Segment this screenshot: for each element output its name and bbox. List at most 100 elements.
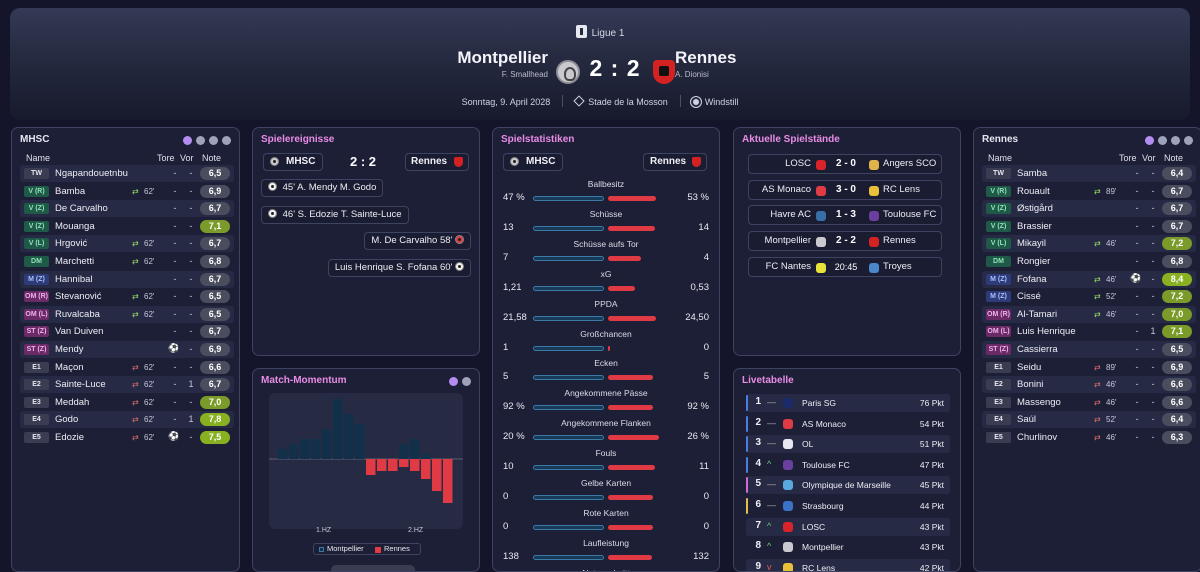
momentum-action-button[interactable] bbox=[331, 565, 415, 571]
player-name[interactable]: Rongier bbox=[1017, 256, 1051, 267]
player-name[interactable]: Sainte-Luce bbox=[55, 379, 106, 391]
events-home-team[interactable]: MHSC bbox=[263, 153, 323, 171]
player-row[interactable]: V (Z) Brassier - -6,7 bbox=[982, 218, 1196, 235]
player-row[interactable]: E3 Meddah ⇄ 62' - -7,0 bbox=[20, 394, 234, 411]
player-name[interactable]: Cissé bbox=[1017, 291, 1041, 303]
player-row[interactable]: ST (Z) Cassierra - -6,5 bbox=[982, 341, 1196, 358]
player-name[interactable]: Fofana bbox=[1017, 273, 1047, 285]
player-row[interactable]: DM Marchetti ⇄ 62' - -6,8 bbox=[20, 253, 234, 270]
home-team-info[interactable]: Montpellier F. Smallhead bbox=[457, 48, 548, 79]
live-away-team[interactable]: Rennes bbox=[883, 235, 916, 247]
player-row[interactable]: E4 Saúl ⇄ 52' - -6,4 bbox=[982, 411, 1196, 429]
player-row[interactable]: E5 Churlinov ⇄ 46' - -6,3 bbox=[982, 429, 1196, 446]
player-row[interactable]: ST (Z) Van Duiven - -6,7 bbox=[20, 323, 234, 340]
player-name[interactable]: Østigård bbox=[1017, 203, 1053, 215]
player-row[interactable]: E4 Godo ⇄ 62' -1 7,8 bbox=[20, 411, 234, 429]
player-name[interactable]: Stevanović bbox=[55, 291, 102, 303]
live-game-row[interactable]: LOSC 2 - 0 Angers SCO bbox=[748, 154, 942, 174]
player-name[interactable]: Hannibal bbox=[55, 273, 93, 285]
player-name[interactable]: Brassier bbox=[1017, 220, 1052, 232]
event-scorer[interactable]: A. Mendy bbox=[297, 182, 340, 193]
pager-dot[interactable] bbox=[449, 377, 458, 386]
player-name[interactable]: Churlinov bbox=[1017, 432, 1058, 443]
table-team-name[interactable]: AS Monaco bbox=[802, 418, 846, 429]
player-name[interactable]: Al-Tamari bbox=[1017, 308, 1058, 320]
player-name[interactable]: Meddah bbox=[55, 396, 90, 408]
events-away-team[interactable]: Rennes bbox=[405, 153, 469, 171]
player-name[interactable]: Godo bbox=[55, 414, 79, 426]
player-row[interactable]: V (L) Hrgović ⇄ 62' - -6,7 bbox=[20, 235, 234, 253]
player-name[interactable]: Van Duiven bbox=[55, 326, 104, 338]
table-row[interactable]: 4 ^ Toulouse FC 47 Pkt bbox=[746, 456, 950, 474]
player-name[interactable]: Mikayil bbox=[1017, 238, 1047, 250]
player-row[interactable]: OM (L) Ruvalcaba ⇄ 62' - -6,5 bbox=[20, 305, 234, 323]
pager-dot[interactable] bbox=[222, 136, 231, 145]
player-row[interactable]: OM (L) Luis Henrique -1 7,1 bbox=[982, 323, 1196, 340]
player-name[interactable]: Massengo bbox=[1017, 396, 1061, 408]
live-home-team[interactable]: Montpellier bbox=[764, 235, 811, 247]
player-row[interactable]: M (Z) Cissé ⇄ 52' - -7,2 bbox=[982, 288, 1196, 305]
pager-dot[interactable] bbox=[1158, 136, 1167, 145]
live-home-team[interactable]: FC Nantes bbox=[765, 260, 811, 272]
event-row[interactable]: 45' A. Mendy M. Godo bbox=[261, 179, 384, 197]
player-row[interactable]: E1 Maçon ⇄ 62' - -6,6 bbox=[20, 359, 234, 376]
live-away-team[interactable]: RC Lens bbox=[883, 183, 920, 195]
table-row[interactable]: 2 — AS Monaco 54 Pkt bbox=[746, 415, 950, 433]
player-row[interactable]: E3 Massengo ⇄ 46' - -6,6 bbox=[982, 394, 1196, 411]
player-name[interactable]: Mouanga bbox=[55, 220, 95, 232]
player-name[interactable]: Luis Henrique bbox=[1017, 326, 1076, 338]
pager-dot[interactable] bbox=[196, 136, 205, 145]
event-scorer[interactable]: Luis Henrique bbox=[334, 261, 397, 273]
table-row[interactable]: 5 — Olympique de Marseille 45 Pkt bbox=[746, 476, 950, 495]
player-name[interactable]: Bamba bbox=[55, 185, 86, 197]
live-game-row[interactable]: Havre AC 1 - 3 Toulouse FC bbox=[748, 205, 942, 226]
live-away-team[interactable]: Angers SCO bbox=[883, 158, 937, 169]
event-assist[interactable]: S. Fofana bbox=[396, 261, 440, 273]
pager-dot[interactable] bbox=[1184, 136, 1193, 145]
player-name[interactable]: Cassierra bbox=[1017, 344, 1058, 355]
player-row[interactable]: TW Ngapandouetnbu - -6,5 bbox=[20, 165, 234, 182]
live-away-team[interactable]: Troyes bbox=[883, 260, 912, 272]
player-row[interactable]: OM (R) Al-Tamari ⇄ 46' - -7,0 bbox=[982, 305, 1196, 323]
live-game-row[interactable]: AS Monaco 3 - 0 RC Lens bbox=[748, 179, 942, 200]
table-row[interactable]: 1 — Paris SG 76 Pkt bbox=[746, 394, 950, 412]
table-team-name[interactable]: Montpellier bbox=[802, 542, 844, 553]
player-row[interactable]: V (Z) Østigård - -6,7 bbox=[982, 200, 1196, 218]
player-name[interactable]: Saúl bbox=[1017, 414, 1037, 426]
table-row[interactable]: 6 — Strasbourg 44 Pkt bbox=[746, 497, 950, 515]
event-assist[interactable]: T. Sainte-Luce bbox=[340, 208, 402, 220]
pager-dot[interactable] bbox=[1145, 136, 1154, 145]
event-row[interactable]: 46' S. Edozie T. Sainte-Luce bbox=[261, 205, 409, 224]
event-assist[interactable]: M. Godo bbox=[339, 182, 377, 193]
pager-dot[interactable] bbox=[1171, 136, 1180, 145]
player-row[interactable]: DM Rongier - -6,8 bbox=[982, 253, 1196, 270]
player-row[interactable]: E1 Seidu ⇄ 89' - -6,9 bbox=[982, 359, 1196, 376]
event-scorer[interactable]: S. Edozie bbox=[297, 208, 341, 220]
live-home-team[interactable]: AS Monaco bbox=[761, 183, 811, 195]
player-name[interactable]: Rouault bbox=[1017, 185, 1050, 197]
player-row[interactable]: OM (R) Stevanović ⇄ 62' - -6,5 bbox=[20, 288, 234, 305]
player-row[interactable]: E2 Sainte-Luce ⇄ 62' -1 6,7 bbox=[20, 376, 234, 394]
live-home-team[interactable]: Havre AC bbox=[770, 209, 811, 221]
player-name[interactable]: Marchetti bbox=[55, 256, 95, 267]
table-row[interactable]: 7 ^ LOSC 43 Pkt bbox=[746, 517, 950, 536]
player-row[interactable]: M (Z) Fofana ⇄ 46' ⚽ -8,4 bbox=[982, 270, 1196, 288]
player-row[interactable]: V (R) Bamba ⇄ 62' - -6,9 bbox=[20, 183, 234, 200]
player-row[interactable]: TW Samba - -6,4 bbox=[982, 165, 1196, 182]
home-team-name[interactable]: Montpellier bbox=[457, 48, 548, 67]
stats-home-team[interactable]: MHSC bbox=[503, 153, 563, 171]
player-row[interactable]: M (Z) Hannibal - -6,7 bbox=[20, 270, 234, 288]
table-team-name[interactable]: Strasbourg bbox=[802, 501, 844, 511]
player-row[interactable]: V (Z) Mouanga - -7,1 bbox=[20, 218, 234, 235]
live-home-team[interactable]: LOSC bbox=[785, 158, 811, 169]
player-row[interactable]: ST (Z) Mendy ⚽ -6,9 bbox=[20, 341, 234, 358]
player-name[interactable]: De Carvalho bbox=[55, 203, 108, 215]
player-row[interactable]: V (R) Rouault ⇄ 89' - -6,7 bbox=[982, 183, 1196, 200]
table-row[interactable]: 3 — OL 51 Pkt bbox=[746, 435, 950, 454]
pager-dot[interactable] bbox=[462, 377, 471, 386]
table-team-name[interactable]: Olympique de Marseille bbox=[802, 480, 891, 491]
live-game-row[interactable]: FC Nantes 20:45 Troyes bbox=[748, 256, 942, 277]
event-row[interactable]: M. De Carvalho 58' bbox=[364, 232, 471, 250]
home-manager[interactable]: F. Smallhead bbox=[501, 70, 548, 79]
player-name[interactable]: Ngapandouetnbu bbox=[55, 168, 128, 179]
